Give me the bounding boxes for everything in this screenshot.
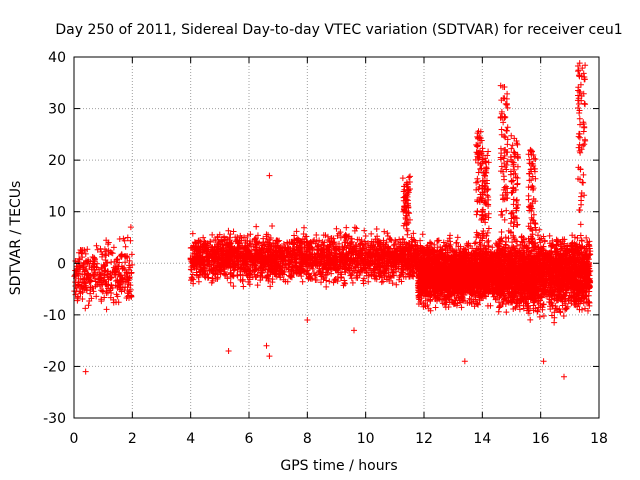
data-point — [93, 293, 100, 300]
data-point — [269, 223, 276, 230]
data-point — [434, 237, 441, 244]
data-point — [108, 249, 115, 256]
data-point — [453, 239, 460, 246]
data-point — [328, 270, 335, 277]
data-point — [124, 254, 131, 261]
data-point — [75, 281, 82, 288]
data-point — [103, 306, 110, 313]
data-point — [349, 279, 356, 286]
data-point — [93, 281, 100, 288]
data-point — [253, 223, 260, 230]
data-point — [114, 263, 121, 270]
data-point — [85, 302, 92, 309]
data-point — [110, 244, 117, 251]
data-point — [128, 270, 135, 277]
data-point — [76, 279, 83, 286]
data-point — [79, 254, 86, 261]
data-point — [89, 254, 96, 261]
data-point — [254, 282, 261, 289]
data-point — [417, 237, 424, 244]
data-point — [102, 256, 109, 263]
data-point — [114, 293, 121, 300]
data-point — [122, 243, 129, 250]
data-point — [76, 255, 83, 262]
data-point — [109, 250, 116, 257]
data-points — [71, 60, 594, 380]
data-point — [240, 283, 247, 290]
data-point — [123, 294, 130, 301]
data-point — [373, 226, 380, 233]
data-point — [96, 269, 103, 276]
data-point — [368, 230, 375, 237]
data-point — [76, 256, 83, 263]
data-point — [97, 245, 104, 252]
data-point — [419, 231, 426, 238]
data-point — [129, 261, 136, 268]
data-point — [83, 287, 90, 294]
data-point — [71, 272, 78, 279]
data-point — [101, 294, 108, 301]
data-point — [447, 232, 454, 239]
data-point — [102, 262, 109, 269]
data-point — [234, 272, 241, 279]
data-point — [230, 283, 237, 290]
data-point — [454, 234, 461, 241]
data-point — [73, 284, 80, 291]
data-point — [118, 252, 125, 259]
data-point — [384, 230, 391, 237]
data-point — [84, 246, 91, 253]
data-point — [126, 257, 133, 264]
data-point — [95, 276, 102, 283]
data-point — [101, 267, 108, 274]
data-point — [351, 224, 358, 231]
data-point — [93, 242, 100, 249]
data-point — [81, 278, 88, 285]
data-point — [79, 296, 86, 303]
data-point — [124, 234, 131, 241]
data-point — [127, 237, 134, 244]
data-point — [227, 279, 234, 286]
data-point — [108, 259, 115, 266]
data-point — [82, 305, 89, 312]
data-point — [90, 288, 97, 295]
data-point — [432, 304, 439, 311]
data-point — [381, 228, 388, 235]
data-point — [189, 275, 196, 282]
data-point — [209, 231, 216, 238]
data-point — [96, 272, 103, 279]
data-point — [128, 251, 135, 258]
data-point — [299, 278, 306, 285]
data-point — [83, 257, 90, 264]
data-point — [323, 283, 330, 290]
data-point — [301, 224, 308, 231]
data-point — [326, 278, 333, 285]
data-point — [94, 246, 101, 253]
data-point — [361, 227, 368, 234]
data-point — [100, 287, 107, 294]
data-point — [91, 263, 98, 270]
data-point — [230, 228, 237, 235]
data-point — [362, 233, 369, 240]
data-point — [343, 224, 350, 231]
data-point — [88, 295, 95, 302]
